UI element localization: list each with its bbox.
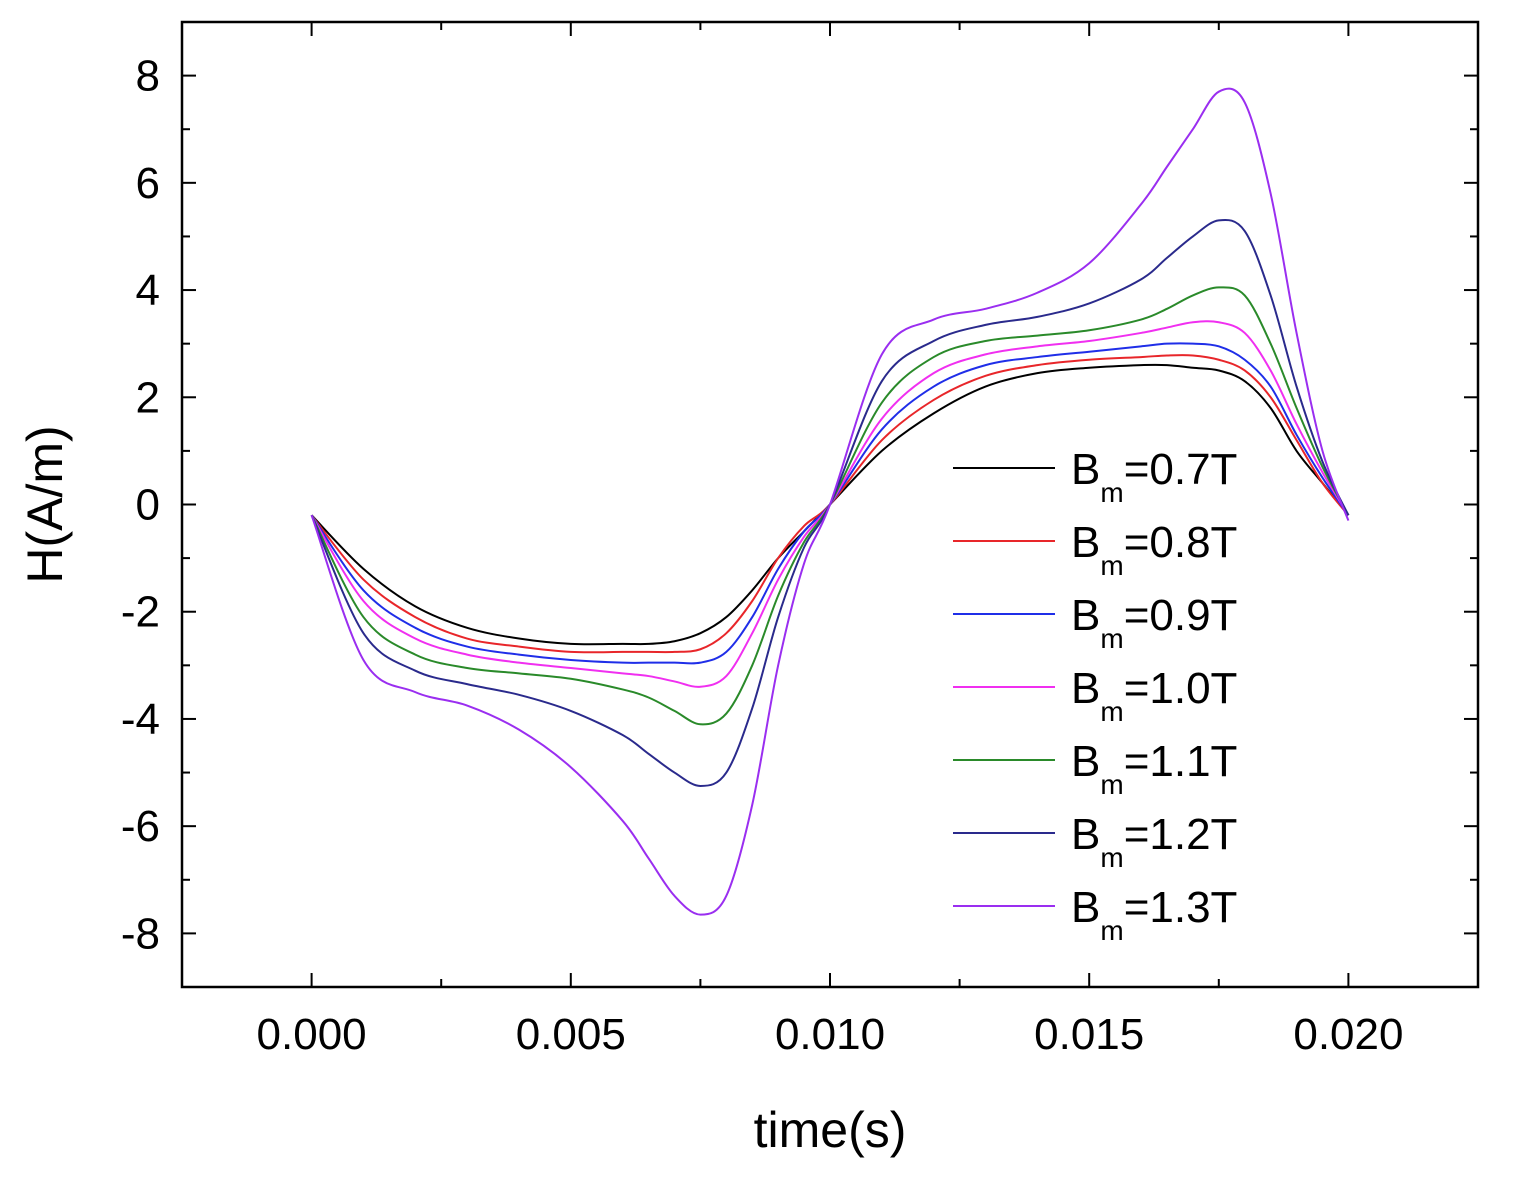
legend-label-value: =1.0T bbox=[1124, 664, 1238, 713]
y-tick-label: -4 bbox=[121, 695, 160, 744]
y-tick-label: 8 bbox=[136, 52, 160, 101]
legend-label-subscript: m bbox=[1100, 842, 1123, 873]
series-layer bbox=[310, 87, 1350, 916]
series-line-bm-1-3t bbox=[310, 87, 1350, 916]
legend-label-main: B bbox=[1071, 737, 1100, 786]
y-tick-label: 2 bbox=[136, 373, 160, 422]
legend-label-main: B bbox=[1071, 518, 1100, 567]
legend-label: Bm=0.7T bbox=[1071, 445, 1237, 508]
x-tick-label: 0.015 bbox=[1034, 1010, 1144, 1059]
legend-label-subscript: m bbox=[1100, 769, 1123, 800]
legend-label-value: =0.9T bbox=[1124, 591, 1238, 640]
legend-label: Bm=1.1T bbox=[1071, 737, 1237, 800]
legend-label-main: B bbox=[1071, 810, 1100, 859]
y-axis-label: H(A/m) bbox=[17, 425, 73, 583]
legend-label-value: =1.2T bbox=[1124, 810, 1238, 859]
y-tick-label: -8 bbox=[121, 909, 160, 958]
y-tick-label: 4 bbox=[136, 266, 160, 315]
x-tick-label: 0.005 bbox=[516, 1010, 626, 1059]
legend: Bm=0.7TBm=0.8TBm=0.9TBm=1.0TBm=1.1TBm=1.… bbox=[953, 445, 1237, 946]
x-axis-label: time(s) bbox=[754, 1102, 907, 1158]
legend-label-subscript: m bbox=[1100, 696, 1123, 727]
y-tick-label: 6 bbox=[136, 159, 160, 208]
legend-label-subscript: m bbox=[1100, 477, 1123, 508]
tick-layer: 0.000 0.005 0.010 0.015 0.020 -8 -6 -4 -2 0 2 4 6 8 bbox=[121, 22, 1478, 1059]
x-tick-label: 0.000 bbox=[257, 1010, 367, 1059]
legend-label-subscript: m bbox=[1100, 623, 1123, 654]
legend-label: Bm=0.8T bbox=[1071, 518, 1237, 581]
y-tick-label: -6 bbox=[121, 802, 160, 851]
legend-label-main: B bbox=[1071, 664, 1100, 713]
legend-label-subscript: m bbox=[1100, 915, 1123, 946]
legend-label-subscript: m bbox=[1100, 550, 1123, 581]
legend-label-main: B bbox=[1071, 445, 1100, 494]
legend-label-main: B bbox=[1071, 883, 1100, 932]
legend-label: Bm=1.3T bbox=[1071, 883, 1237, 946]
legend-label-value: =0.8T bbox=[1124, 518, 1238, 567]
x-tick-label: 0.010 bbox=[775, 1010, 885, 1059]
legend-label-main: B bbox=[1071, 591, 1100, 640]
y-tick-label: -2 bbox=[121, 588, 160, 637]
legend-label-value: =0.7T bbox=[1124, 445, 1238, 494]
legend-label: Bm=1.0T bbox=[1071, 664, 1237, 727]
legend-label-value: =1.1T bbox=[1124, 737, 1238, 786]
x-tick-label: 0.020 bbox=[1293, 1010, 1403, 1059]
legend-label-value: =1.3T bbox=[1124, 883, 1238, 932]
legend-label: Bm=0.9T bbox=[1071, 591, 1237, 654]
legend-label: Bm=1.2T bbox=[1071, 810, 1237, 873]
y-tick-label: 0 bbox=[136, 481, 160, 530]
